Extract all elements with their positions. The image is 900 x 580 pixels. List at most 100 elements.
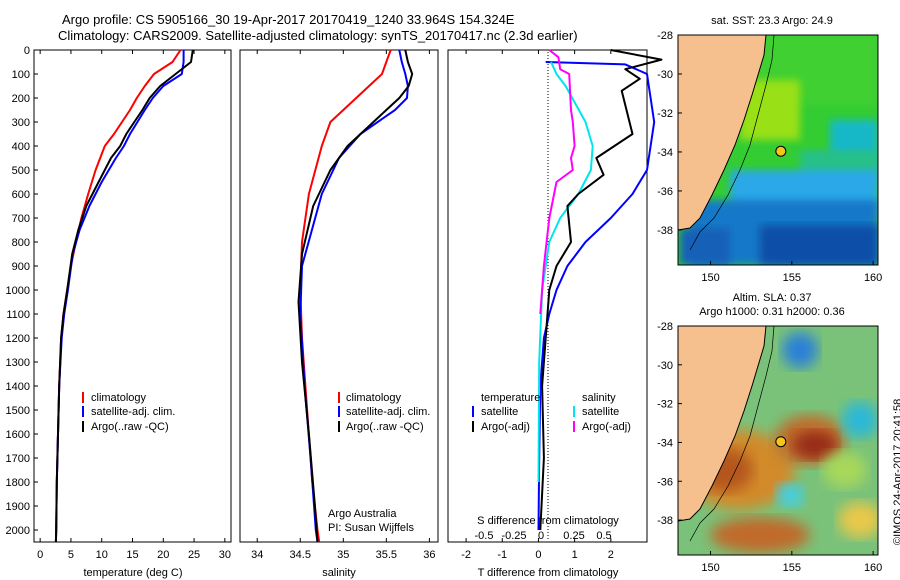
- legend-swatch-climatology: [338, 392, 340, 403]
- legend-label-s-satellite: satellite: [582, 406, 619, 418]
- lat-tick-label: -38: [657, 515, 673, 527]
- legend-swatch-s-argo: [573, 421, 575, 432]
- x-tick-label: 15: [126, 549, 138, 561]
- x-tick-label: 34.5: [290, 549, 311, 561]
- y-tick-label: 1100: [6, 309, 30, 321]
- y-tick-label: 500: [12, 165, 30, 177]
- lat-tick-label: -36: [657, 186, 673, 198]
- salinity-plot-frame: [239, 49, 439, 543]
- x-tick-label: 5: [68, 549, 74, 561]
- lat-tick-label: -32: [657, 399, 673, 411]
- legend-label-climatology: climatology: [346, 392, 402, 404]
- legend-swatch-argo: [338, 421, 340, 432]
- series-line-satellite-adj-clim-: [299, 49, 409, 543]
- legend-title-temperature: temperature: [481, 392, 540, 404]
- x-tick-label: 30: [219, 549, 231, 561]
- sla-map: Altim. SLA: 0.37 Argo h1000: 0.31 h2000:…: [657, 292, 882, 574]
- legend-swatch-satellite: [338, 406, 340, 417]
- lon-tick-label: 155: [783, 272, 801, 284]
- y-tick-label: 700: [12, 213, 30, 225]
- x-tick-label: 1: [572, 549, 578, 561]
- annotation-argo-australia: Argo Australia: [328, 508, 397, 520]
- sst-field: [678, 35, 878, 265]
- legend-label-argo: Argo(..raw -QC): [346, 421, 424, 433]
- temperature-xlabel: temperature (deg C): [83, 567, 182, 579]
- lat-tick-label: -28: [657, 321, 673, 333]
- argo-float-marker: [775, 145, 787, 157]
- x-tick-label: 0: [37, 549, 43, 561]
- legend-swatch-t-satellite: [472, 406, 474, 417]
- lat-tick-label: -30: [657, 69, 673, 81]
- legend-swatch-satellite: [82, 406, 84, 417]
- salinity-profiles: [297, 49, 414, 543]
- y-tick-label: 1700: [6, 453, 30, 465]
- x-tick-label: 10: [96, 549, 108, 561]
- argo-float-marker: [775, 436, 787, 448]
- lon-tick-label: 150: [701, 272, 719, 284]
- series-line-climatology: [54, 49, 182, 543]
- top-tick-label: 0.25: [563, 530, 584, 542]
- y-tick-label: 200: [12, 93, 30, 105]
- series-line-temperature-argo-adj-: [539, 49, 663, 531]
- lat-tick-label: -30: [657, 360, 673, 372]
- series-line-argo-raw-qc-: [54, 49, 194, 543]
- y-tick-label: 1200: [6, 333, 30, 345]
- difference-profiles: [537, 49, 663, 531]
- top-tick-label: -0.25: [501, 530, 526, 542]
- y-tick-label: 1600: [6, 429, 30, 441]
- temperature-legend: climatology satellite-adj. clim. Argo(..…: [82, 392, 175, 433]
- y-tick-label: 600: [12, 189, 30, 201]
- salinity-panel: 34 34.5 35 35.5 36 salinity climatology sate…: [239, 49, 439, 579]
- land-mass: [678, 35, 766, 230]
- difference-legend: temperature salinity satellite Argo(-adj…: [472, 392, 631, 433]
- salinity-legend: climatology satellite-adj. clim. Argo(..…: [338, 392, 430, 433]
- legend-swatch-climatology: [82, 392, 84, 403]
- x-tick-label: 35.5: [376, 549, 397, 561]
- legend-label-satellite: satellite-adj. clim.: [346, 406, 430, 418]
- sla-map-title-2: Argo h1000: 0.31 h2000: 0.36: [699, 306, 845, 318]
- x-tick-label: 2: [608, 549, 614, 561]
- sla-map-title-1: Altim. SLA: 0.37: [733, 292, 812, 304]
- sst-map-frame: [677, 34, 879, 266]
- top-tick-label: 0.5: [596, 530, 611, 542]
- legend-label-s-argo: Argo(-adj): [582, 421, 631, 433]
- temperature-panel: 0 5 10 15 20 25 300100200300400500600700800900…: [6, 45, 232, 579]
- lat-tick-label: -28: [657, 30, 673, 42]
- lat-tick-label: -38: [657, 225, 673, 237]
- lat-tick-label: -34: [657, 147, 673, 159]
- legend-label-climatology: climatology: [91, 392, 147, 404]
- sla-field: [678, 326, 878, 555]
- sst-map: sat. SST: 23.3 Argo: 24.9 150 155 160 -28 -3…: [657, 15, 882, 284]
- legend-label-t-argo: Argo(-adj): [481, 421, 530, 433]
- y-tick-label: 1400: [6, 381, 30, 393]
- temperature-profiles: [54, 49, 194, 543]
- x-tick-label: -1: [497, 549, 507, 561]
- y-tick-label: 800: [12, 237, 30, 249]
- x-tick-label: 20: [157, 549, 169, 561]
- lon-tick-label: 150: [701, 562, 719, 574]
- legend-title-salinity: salinity: [582, 392, 616, 404]
- sst-map-title: sat. SST: 23.3 Argo: 24.9: [711, 15, 833, 27]
- land-mass: [678, 326, 766, 521]
- legend-label-satellite: satellite-adj. clim.: [91, 406, 175, 418]
- title-line-1: Argo profile: CS 5905166_30 19-Apr-2017 …: [62, 12, 515, 27]
- lat-tick-label: -36: [657, 476, 673, 488]
- y-tick-label: 900: [12, 261, 30, 273]
- difference-top-xlabel: S difference from climatology: [477, 515, 619, 527]
- annotation-pi-name: PI: Susan Wijffels: [328, 522, 414, 534]
- y-tick-label: 1900: [6, 501, 30, 513]
- legend-label-argo: Argo(..raw -QC): [91, 421, 169, 433]
- series-line-temperature-satellite: [537, 61, 656, 531]
- y-tick-label: 1300: [6, 357, 30, 369]
- y-tick-label: 1500: [6, 405, 30, 417]
- y-tick-label: 1800: [6, 477, 30, 489]
- y-tick-label: 100: [12, 69, 30, 81]
- series-line-salinity-argo-adj-: [539, 49, 576, 315]
- y-tick-label: 0: [24, 45, 30, 57]
- top-tick-label: -0.5: [475, 530, 494, 542]
- title-line-2: Climatology: CARS2009. Satellite-adjuste…: [58, 28, 578, 43]
- salinity-xlabel: salinity: [322, 567, 356, 579]
- lat-tick-label: -34: [657, 437, 673, 449]
- x-tick-label: 0: [535, 549, 541, 561]
